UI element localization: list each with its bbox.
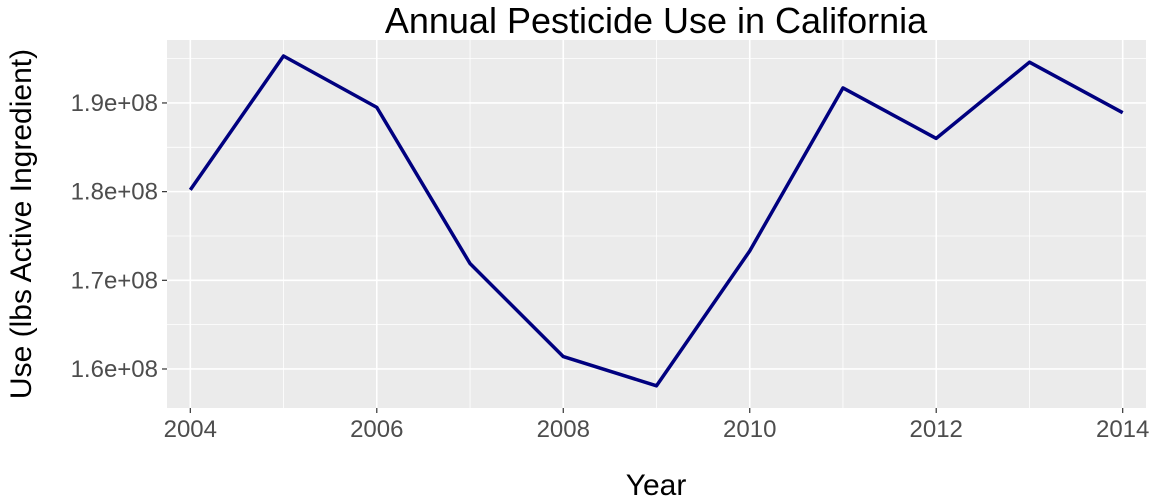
series-layer bbox=[188, 54, 1124, 388]
x-tick-label: 2006 bbox=[350, 416, 403, 443]
x-axis-title: Year bbox=[626, 469, 687, 502]
y-axis-ticks: 1.6e+08 1.7e+08 1.8e+08 1.9e+08 bbox=[71, 90, 167, 383]
x-tick-label: 2014 bbox=[1096, 416, 1149, 443]
major-gridlines bbox=[167, 40, 1146, 408]
x-axis-ticks: 2004 2006 2008 2010 2012 2014 bbox=[164, 408, 1149, 443]
y-tick-label: 1.6e+08 bbox=[71, 356, 158, 383]
minor-gridlines bbox=[167, 40, 1146, 408]
x-tick-label: 2012 bbox=[910, 416, 963, 443]
y-tick-label: 1.9e+08 bbox=[71, 90, 158, 117]
y-axis-title: Use (lbs Active Ingredient) bbox=[5, 49, 38, 399]
x-tick-label: 2008 bbox=[537, 416, 590, 443]
y-tick-label: 1.7e+08 bbox=[71, 267, 158, 294]
x-tick-label: 2010 bbox=[723, 416, 776, 443]
chart-title: Annual Pesticide Use in California bbox=[385, 0, 928, 41]
series-line bbox=[188, 54, 1124, 388]
y-tick-label: 1.8e+08 bbox=[71, 179, 158, 206]
x-tick-label: 2004 bbox=[164, 416, 217, 443]
